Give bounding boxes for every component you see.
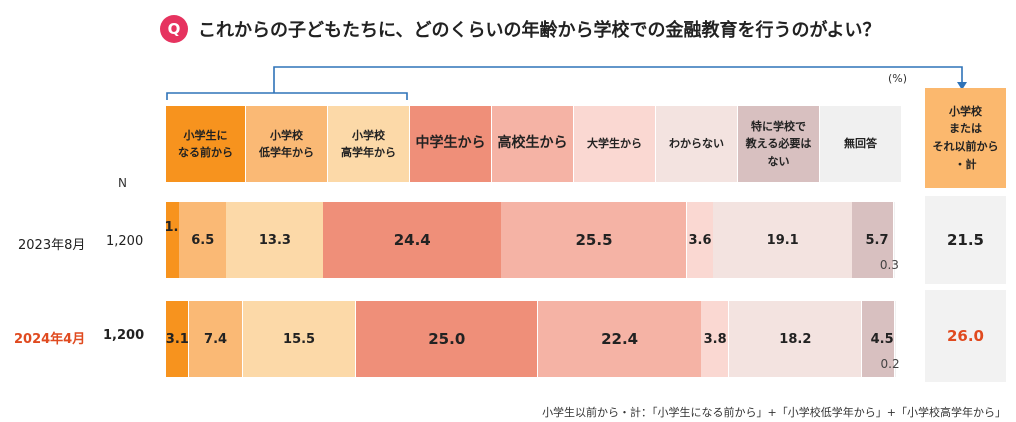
bar-segment-0-7 bbox=[852, 202, 894, 278]
bar-2023: 1.8 6.5 13.3 24.4 25.5 3.6 19.1 5.7 0.3 bbox=[164, 202, 899, 278]
bar-segment-0-5 bbox=[686, 202, 713, 278]
row-n-2024: 1,200 bbox=[103, 328, 145, 343]
row-label-2023: 2023年8月 bbox=[18, 238, 86, 253]
data-label-1-3: 25.0 bbox=[428, 330, 466, 348]
bar-segment-0-2 bbox=[226, 202, 323, 278]
data-label-1-7: 4.5 bbox=[870, 331, 894, 347]
data-label-0-8: 0.3 bbox=[879, 258, 899, 272]
bar-segment-1-3 bbox=[355, 301, 538, 377]
legend-cell-7: 特に学校で 教える必要は ない bbox=[738, 106, 819, 182]
category-legend: 小学生に なる前から 小学校 低学年から 小学校 高学年から 中学生から 高校生から 大学… bbox=[166, 106, 901, 182]
n-header: N bbox=[118, 176, 127, 190]
data-label-1-4: 22.4 bbox=[601, 330, 639, 348]
data-label-1-0: 3.1 bbox=[165, 331, 189, 347]
data-label-0-3: 24.4 bbox=[393, 231, 431, 249]
row-label-2024: 2024年4月 bbox=[14, 332, 86, 347]
question-text: これからの子どもたちに、どのくらいの年齢から学校での金融教育を行うのがよい？ bbox=[198, 20, 881, 41]
legend-cell-0: 小学生に なる前から bbox=[166, 106, 245, 182]
summary-value-2024: 26.0 bbox=[925, 290, 1006, 382]
bar-segment-0-4 bbox=[501, 202, 687, 278]
data-label-0-4: 25.5 bbox=[575, 231, 613, 249]
data-label-0-1: 6.5 bbox=[191, 232, 215, 248]
data-label-1-6: 18.2 bbox=[779, 331, 812, 347]
bar-segment-1-0 bbox=[166, 301, 189, 377]
bar-segment-0-3 bbox=[323, 202, 501, 278]
data-label-1-1: 7.4 bbox=[204, 331, 228, 347]
bar-segment-1-2 bbox=[242, 301, 356, 377]
legend-cell-1: 小学校 低学年から bbox=[246, 106, 327, 182]
question-title: Q これからの子どもたちに、どのくらいの年齢から学校での金融教育を行うのがよい？ bbox=[160, 14, 881, 44]
bar-segment-1-7 bbox=[861, 301, 895, 377]
bar-segment-1-5 bbox=[701, 301, 729, 377]
bar-segment-0-8 bbox=[893, 202, 896, 278]
data-label-0-2: 13.3 bbox=[258, 232, 291, 248]
legend-cell-5: 大学生から bbox=[574, 106, 655, 182]
data-label-0-7: 5.7 bbox=[865, 232, 889, 248]
bar-segment-0-6 bbox=[713, 202, 852, 278]
legend-cell-8: 無回答 bbox=[820, 106, 901, 182]
unit-label: (%) bbox=[888, 72, 908, 85]
data-label-1-5: 3.8 bbox=[703, 331, 727, 347]
bar-segment-0-1 bbox=[179, 202, 226, 278]
question-badge: Q bbox=[160, 15, 188, 43]
bar-segment-0-0 bbox=[166, 202, 179, 278]
footnote: 小学生以前から・計：「小学生になる前から」+「小学校低学年から」+「小学校高学年… bbox=[542, 406, 1006, 419]
data-label-1-2: 15.5 bbox=[283, 331, 316, 347]
data-label-1-8: 0.2 bbox=[880, 357, 900, 371]
legend-cell-2: 小学校 高学年から bbox=[328, 106, 409, 182]
legend-cell-3: 中学生から bbox=[410, 106, 491, 182]
bar-segment-1-4 bbox=[537, 301, 701, 377]
data-label-0-6: 19.1 bbox=[766, 232, 799, 248]
row-n-2023: 1,200 bbox=[106, 234, 144, 249]
bar-2024: 3.1 7.4 15.5 25.0 22.4 3.8 18.2 4.5 0.2 bbox=[165, 301, 900, 377]
bar-segment-1-6 bbox=[728, 301, 862, 377]
bar-segment-1-8 bbox=[894, 301, 896, 377]
data-label-0-5: 3.6 bbox=[688, 232, 712, 248]
bar-segment-1-1 bbox=[188, 301, 243, 377]
summary-value-2023: 21.5 bbox=[925, 196, 1006, 284]
legend-cell-6: わからない bbox=[656, 106, 737, 182]
summary-column-header: 小学校 または それ以前から ・計 bbox=[925, 88, 1006, 188]
legend-cell-4: 高校生から bbox=[492, 106, 573, 182]
